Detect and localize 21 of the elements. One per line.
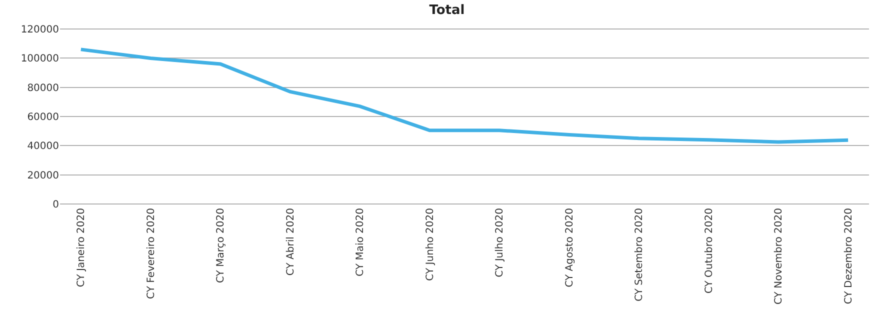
y-tick-label: 120000 [20, 24, 59, 36]
chart-title: Total [429, 2, 465, 18]
y-tick-label: 20000 [27, 170, 59, 182]
y-tick-label: 100000 [20, 54, 59, 65]
y-tick-label: 60000 [27, 112, 59, 123]
x-tick-label: CY Janeiro 2020 [76, 208, 88, 288]
x-tick-label: CY Julho 2020 [494, 208, 506, 278]
x-tick-label: CY Outubro 2020 [704, 208, 715, 294]
x-tick-label: CY Setembro 2020 [634, 208, 646, 302]
y-tick-label: 80000 [27, 82, 59, 94]
line-series [79, 48, 850, 144]
y-tick-label: 40000 [27, 141, 59, 152]
x-tick-label: CY Novembro 2020 [774, 208, 785, 304]
x-tick-label: CY Junho 2020 [424, 208, 436, 281]
x-tick-label: CY Dezembro 2020 [843, 208, 854, 304]
y-tick-label: 0 [52, 199, 59, 210]
x-tick-label: CY Agosto 2020 [564, 208, 576, 288]
x-tick-label: CY Fevereiro 2020 [146, 208, 157, 299]
x-tick-label: CY Maio 2020 [355, 208, 366, 276]
x-tick-label: CY Março 2020 [216, 208, 227, 283]
x-tick-label: CY Abril 2020 [285, 208, 296, 276]
